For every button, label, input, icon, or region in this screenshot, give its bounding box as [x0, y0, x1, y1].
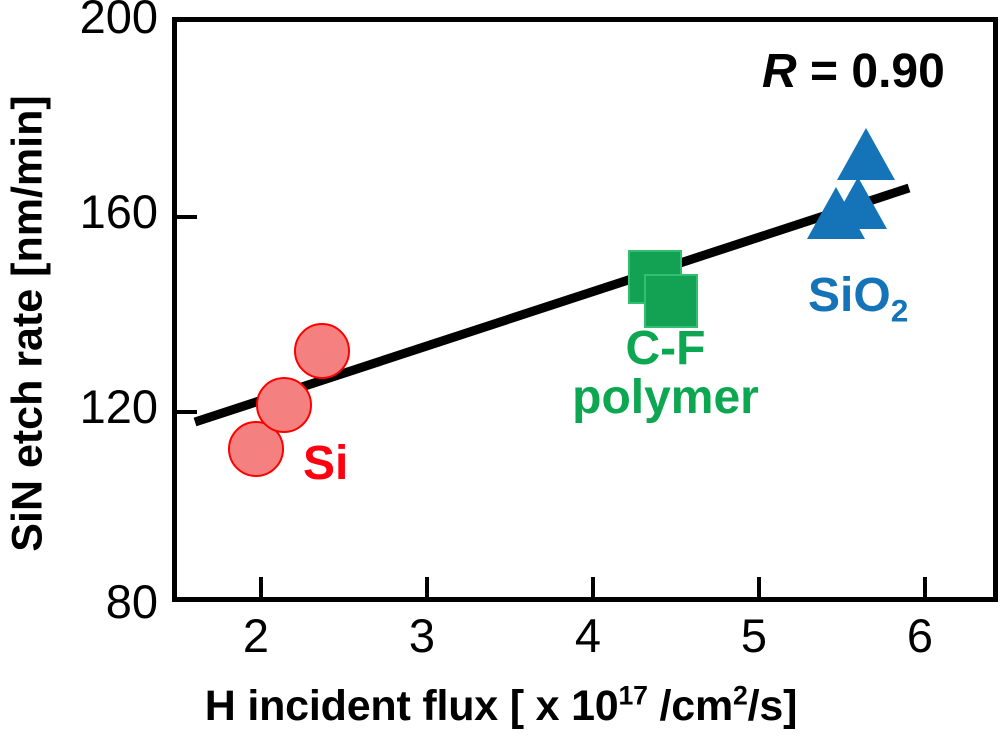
x-tick-6 — [923, 577, 927, 597]
x-tick-label-5: 5 — [740, 609, 768, 662]
data-point-cf-2 — [644, 274, 698, 328]
series-label-cf-polymer: C-F polymer — [553, 322, 778, 424]
series-label-sio2-base: SiO — [808, 269, 891, 322]
x-tick-2 — [259, 577, 263, 597]
data-point-sio2-3 — [829, 177, 887, 229]
x-tick-label-3: 3 — [408, 609, 436, 662]
x-axis-title-exponent: 17 — [618, 680, 648, 711]
data-point-si-3 — [294, 323, 350, 379]
y-tick-label-200: 200 — [79, 0, 158, 43]
y-tick-160 — [177, 215, 197, 219]
y-tick-120 — [177, 410, 197, 414]
x-axis-title-pre: H incident flux [ x 10 — [204, 682, 619, 730]
correlation-value: = 0.90 — [796, 45, 945, 98]
y-axis-tick-label-group: 200 160 120 80 — [0, 0, 158, 750]
y-tick-label-80: 80 — [105, 575, 158, 628]
x-tick-label-6: 6 — [906, 609, 934, 662]
x-axis-title-exponent-2: 2 — [733, 680, 748, 711]
x-axis-title: H incident flux [ x 1017 /cm2/s] — [0, 680, 1002, 730]
data-point-si-2 — [256, 377, 312, 433]
plot-area — [172, 17, 998, 602]
data-point-sio2-1 — [837, 128, 895, 180]
x-tick-label-4: 4 — [574, 609, 602, 662]
x-tick-5 — [757, 577, 761, 597]
x-axis-title-mid: /cm — [647, 682, 734, 730]
y-tick-label-160: 160 — [79, 185, 158, 238]
series-label-sio2-subscript: 2 — [890, 292, 909, 329]
x-tick-4 — [591, 577, 595, 597]
correlation-annotation: R = 0.90 — [762, 44, 945, 99]
y-axis-title: SiN etch rate [nm/min] — [3, 95, 52, 552]
series-label-cf-line1: C-F — [625, 322, 706, 375]
series-label-cf-line2: polymer — [572, 370, 759, 424]
x-axis-title-post: /s] — [747, 682, 798, 730]
x-tick-3 — [425, 577, 429, 597]
y-tick-label-120: 120 — [79, 380, 158, 433]
series-label-sio2: SiO2 — [808, 269, 908, 326]
x-tick-label-2: 2 — [242, 609, 270, 662]
series-label-si: Si — [303, 437, 349, 490]
correlation-symbol: R — [762, 45, 797, 98]
